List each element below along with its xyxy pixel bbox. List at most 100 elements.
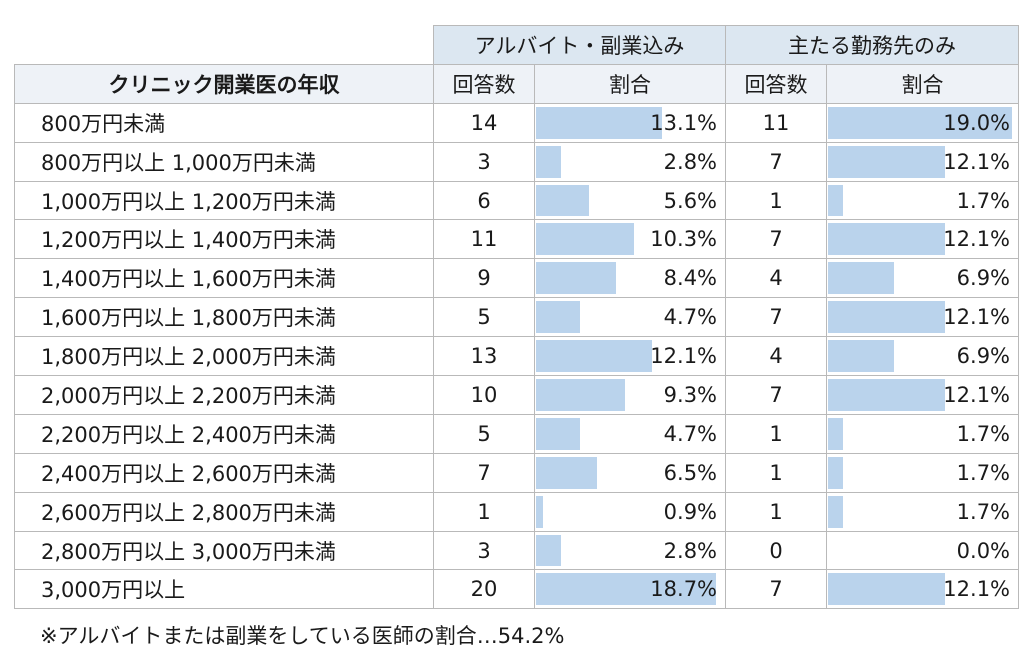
ratio-with-side-jobs: 8.4% [533,258,727,299]
income-range-label: 2,000万円以上 2,200万円未満 [14,375,434,415]
ratio-with-side-jobs-value: 8.4% [663,266,718,291]
count-main-job-only: 1 [725,491,828,532]
ratio-main-job-only-value: 6.9% [956,344,1011,369]
ratio-with-side-jobs-value: 4.7% [663,421,718,446]
ratio-with-side-jobs-bar [536,417,580,450]
table-row: 1,800万円以上 2,000万円未満 13 12.1% 4 6.9% [14,336,1020,377]
count-with-side-jobs: 3 [433,530,535,571]
ratio-main-job-only-value: 12.1% [943,305,1011,330]
table-row: 800万円以上 1,000万円未満 3 2.8% 7 12.1% [14,141,1020,182]
table-row: 3,000万円以上 20 18.7% 7 12.1% [14,569,1020,610]
ratio-main-job-only-bar [828,340,894,373]
income-range-label: 800万円未満 [14,102,434,143]
ratio-main-job-only-bar [828,223,945,256]
ratio-main-job-only: 1.7% [826,413,1020,454]
ratio-main-job-only: 1.7% [826,452,1020,493]
count-with-side-jobs: 11 [433,219,535,260]
ratio-with-side-jobs-value: 2.8% [663,149,718,174]
ratio-main-job-only-value: 12.1% [943,149,1011,174]
group-header-with-side-jobs: アルバイト・副業込み [432,25,727,65]
count-with-side-jobs: 10 [433,375,535,415]
ratio-header-1: 割合 [533,63,727,104]
count-main-job-only: 1 [725,413,828,454]
ratio-with-side-jobs-bar [536,106,662,139]
income-table: アルバイト・副業込み 主たる勤務先のみ クリニック開業医の年収 回答数 割合 回… [14,25,1020,610]
row-header-income: クリニック開業医の年収 [14,63,434,104]
table-row: 2,400万円以上 2,600万円未満 7 6.5% 1 1.7% [14,452,1020,493]
ratio-with-side-jobs-bar [536,184,589,217]
ratio-main-job-only-value: 0.0% [956,538,1011,563]
ratio-with-side-jobs-value: 0.9% [663,499,718,524]
count-with-side-jobs: 20 [433,569,535,610]
count-with-side-jobs: 7 [433,452,535,493]
table-row: 2,600万円以上 2,800万円未満 1 0.9% 1 1.7% [14,491,1020,532]
count-with-side-jobs: 6 [433,180,535,221]
ratio-with-side-jobs-value: 2.8% [663,538,718,563]
sub-header-row: クリニック開業医の年収 回答数 割合 回答数 割合 [14,63,1020,104]
ratio-with-side-jobs: 4.7% [533,297,727,338]
income-range-label: 800万円以上 1,000万円未満 [14,141,434,182]
ratio-main-job-only-value: 1.7% [956,460,1011,485]
ratio-with-side-jobs: 6.5% [533,452,727,493]
table-row: 2,800万円以上 3,000万円未満 3 2.8% 0 0.0% [14,530,1020,571]
table-body: 800万円未満 14 13.1% 11 19.0% 800万円以上 1,000万円未満 3 2… [14,102,1020,610]
count-with-side-jobs: 9 [433,258,535,299]
ratio-with-side-jobs-bar [536,301,580,334]
table-row: 2,000万円以上 2,200万円未満 10 9.3% 7 12.1% [14,375,1020,415]
ratio-header-2: 割合 [826,63,1020,104]
ratio-main-job-only-value: 12.1% [943,577,1011,602]
ratio-main-job-only-value: 1.7% [956,499,1011,524]
ratio-with-side-jobs: 9.3% [533,375,727,415]
count-main-job-only: 11 [725,102,828,143]
ratio-with-side-jobs-value: 9.3% [663,382,718,407]
ratio-with-side-jobs: 4.7% [533,413,727,454]
income-range-label: 1,200万円以上 1,400万円未満 [14,219,434,260]
ratio-main-job-only: 12.1% [826,375,1020,415]
ratio-main-job-only: 12.1% [826,297,1020,338]
ratio-with-side-jobs: 2.8% [533,141,727,182]
ratio-with-side-jobs: 10.3% [533,219,727,260]
count-with-side-jobs: 1 [433,491,535,532]
ratio-with-side-jobs: 0.9% [533,491,727,532]
ratio-with-side-jobs: 5.6% [533,180,727,221]
count-main-job-only: 7 [725,297,828,338]
count-header-2: 回答数 [725,63,828,104]
count-with-side-jobs: 13 [433,336,535,377]
table-row: 1,400万円以上 1,600万円未満 9 8.4% 4 6.9% [14,258,1020,299]
ratio-with-side-jobs-bar [536,223,635,256]
ratio-main-job-only-bar [828,262,894,295]
footnote: ※アルバイトまたは副業をしている医師の割合…54.2% [40,624,565,648]
count-main-job-only: 4 [725,336,828,377]
count-main-job-only: 7 [725,141,828,182]
ratio-main-job-only: 6.9% [826,336,1020,377]
ratio-main-job-only: 19.0% [826,102,1020,143]
count-with-side-jobs: 5 [433,413,535,454]
ratio-with-side-jobs-value: 6.5% [663,460,718,485]
count-main-job-only: 7 [725,569,828,610]
ratio-with-side-jobs-bar [536,534,562,567]
ratio-main-job-only: 6.9% [826,258,1020,299]
group-header-row: アルバイト・副業込み 主たる勤務先のみ [15,25,1020,65]
ratio-with-side-jobs-bar [536,573,717,606]
ratio-main-job-only: 12.1% [826,569,1020,610]
table-row: 800万円未満 14 13.1% 11 19.0% [14,102,1020,143]
ratio-with-side-jobs-bar [536,340,652,373]
ratio-main-job-only-bar [828,301,945,334]
ratio-with-side-jobs-value: 5.6% [663,188,718,213]
count-main-job-only: 4 [725,258,828,299]
ratio-main-job-only-bar [828,495,843,528]
income-range-label: 2,400万円以上 2,600万円未満 [14,452,434,493]
income-range-label: 2,200万円以上 2,400万円未満 [14,413,434,454]
ratio-main-job-only-bar [828,417,843,450]
ratio-main-job-only-bar [828,573,945,606]
ratio-main-job-only-bar [828,106,1013,139]
income-range-label: 3,000万円以上 [14,569,434,610]
table-row: 2,200万円以上 2,400万円未満 5 4.7% 1 1.7% [14,413,1020,454]
ratio-with-side-jobs: 2.8% [533,530,727,571]
count-main-job-only: 7 [725,375,828,415]
ratio-main-job-only: 1.7% [826,491,1020,532]
ratio-with-side-jobs: 13.1% [533,102,727,143]
empty-corner [15,26,434,65]
ratio-main-job-only-value: 19.0% [943,110,1011,135]
ratio-with-side-jobs-value: 10.3% [650,227,718,252]
